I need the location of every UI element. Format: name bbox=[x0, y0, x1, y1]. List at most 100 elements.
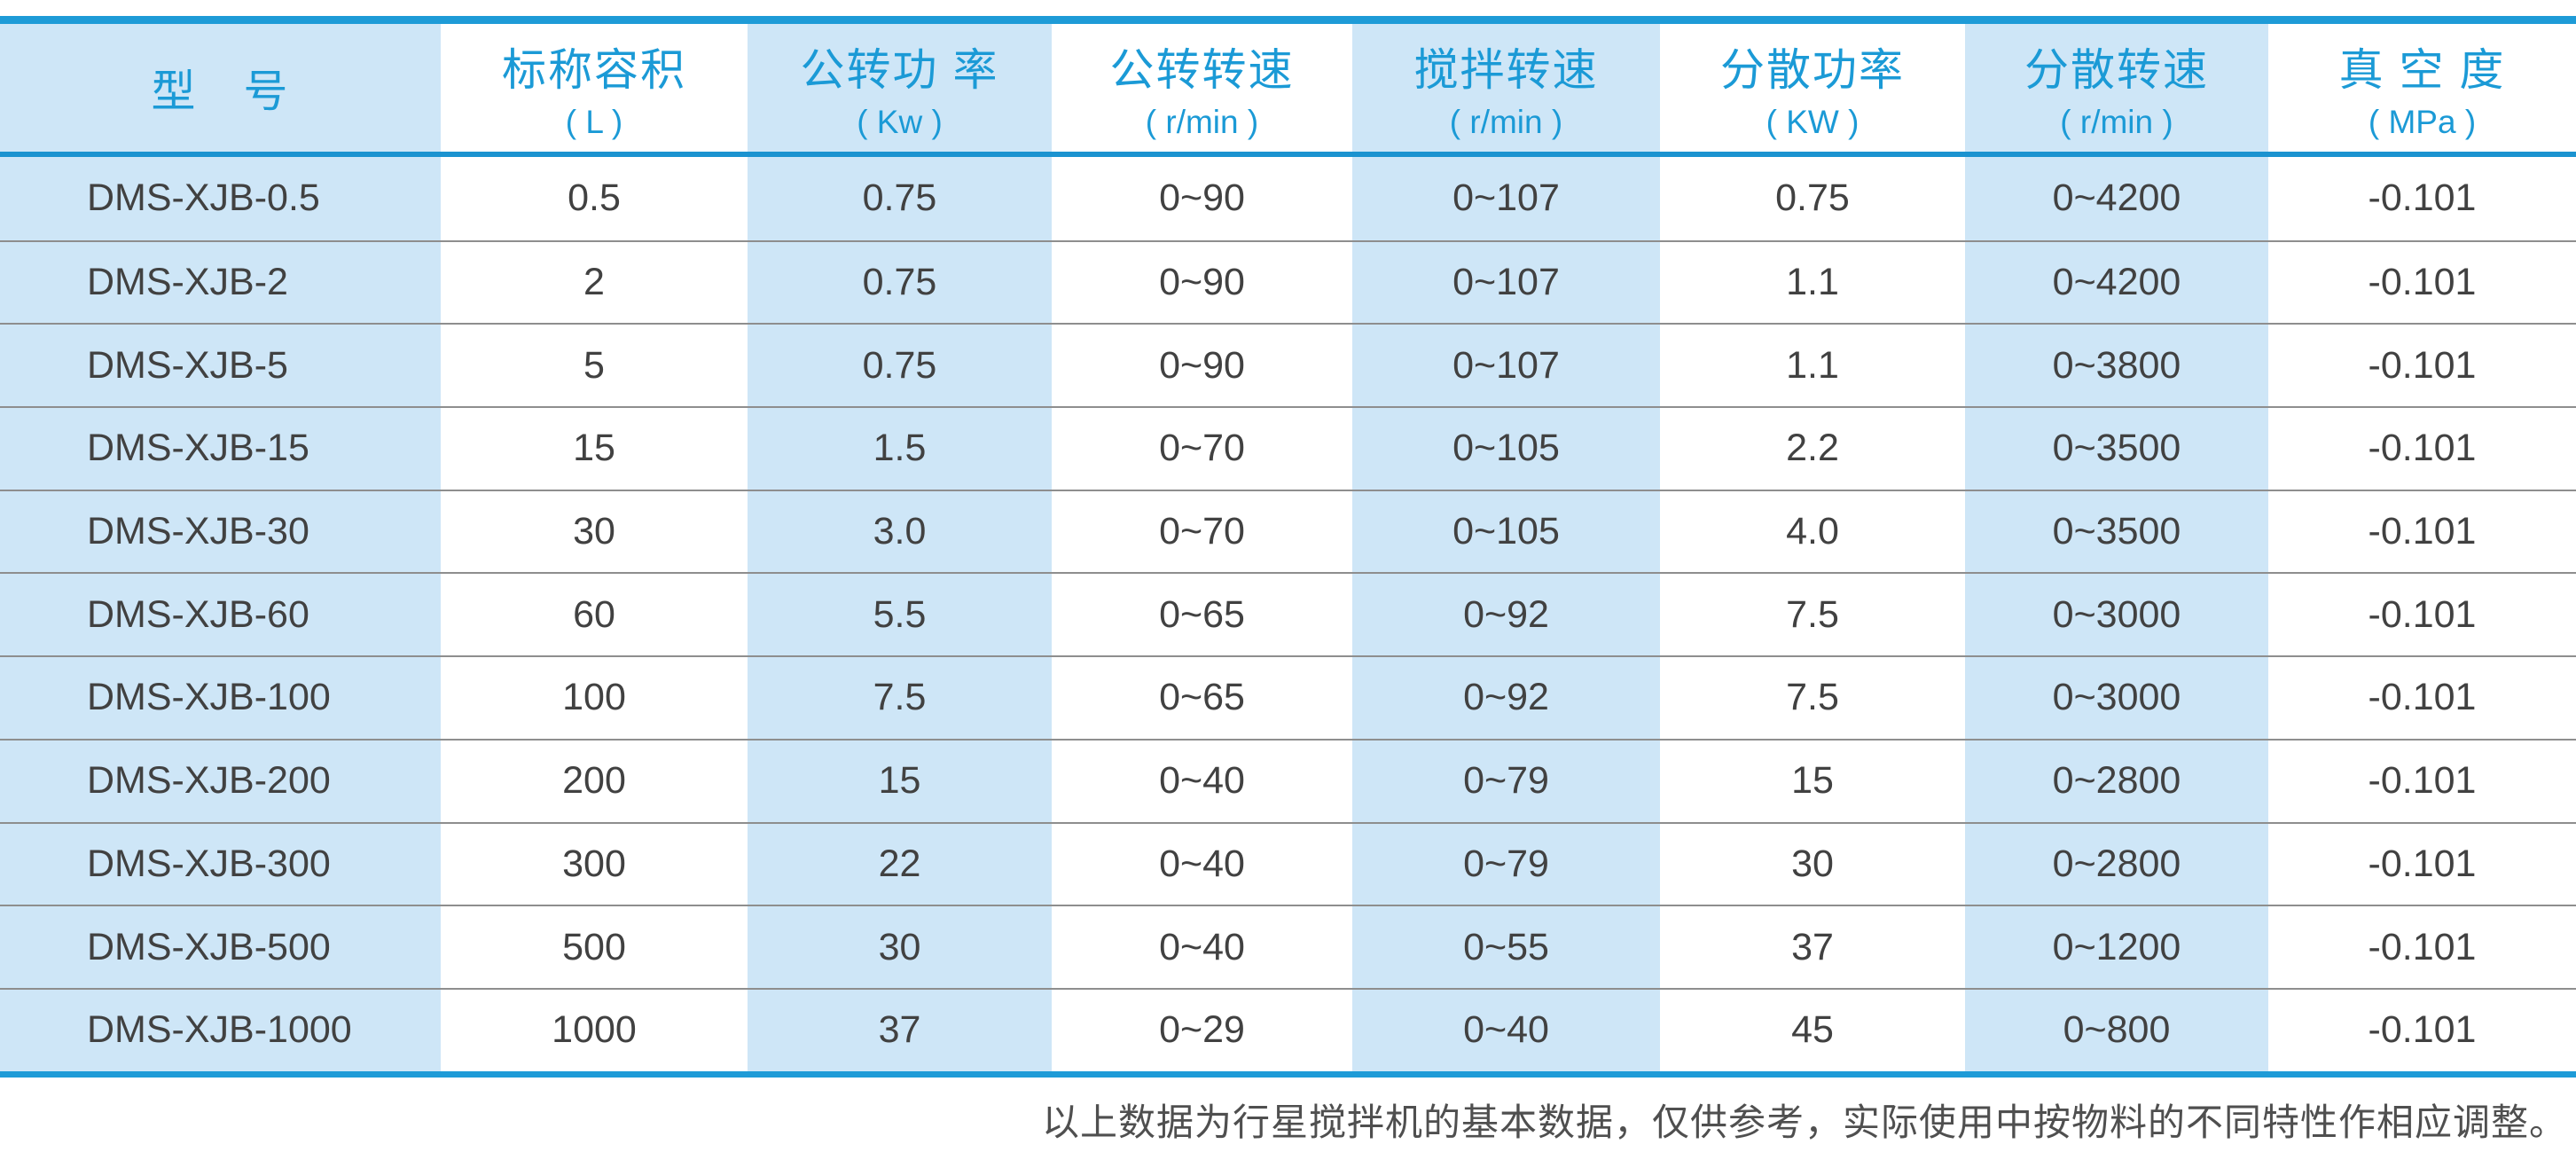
value-cell: 0~3800 bbox=[1965, 325, 2268, 407]
value-cell: 500 bbox=[562, 925, 626, 968]
table-header-rule bbox=[0, 152, 2576, 157]
table-row: DMS-XJB-0.5 0.5 0.75 0~90 0~107 0.75 0~4200 -0.… bbox=[0, 157, 2576, 240]
value-cell: 0~65 bbox=[1159, 592, 1245, 636]
value-cell: 0~4200 bbox=[1965, 241, 2268, 324]
value-cell: 30 bbox=[748, 906, 1052, 988]
header-title: 型 号 bbox=[151, 67, 290, 116]
header-unit: ( r/min ) bbox=[1145, 104, 1259, 140]
header-title: 真 空 度 bbox=[2338, 45, 2506, 95]
value-cell: -0.101 bbox=[2368, 925, 2477, 968]
value-cell: 0~1200 bbox=[1965, 906, 2268, 988]
table-row: DMS-XJB-2 2 0.75 0~90 0~107 1.1 0~4200 -0.101 bbox=[0, 239, 2576, 324]
model-cell: DMS-XJB-100 bbox=[0, 657, 441, 739]
model-cell: DMS-XJB-60 bbox=[0, 574, 441, 656]
value-cell: 7.5 bbox=[1786, 676, 1839, 719]
value-cell: 15 bbox=[748, 740, 1052, 822]
value-cell: 37 bbox=[1791, 925, 1834, 968]
header-cell-model: 型 号 bbox=[0, 24, 441, 152]
value-cell: 0~2800 bbox=[1965, 740, 2268, 822]
model-cell: DMS-XJB-0.5 bbox=[0, 157, 441, 240]
value-cell: 0~40 bbox=[1159, 842, 1245, 885]
header-title: 标称容积 bbox=[502, 45, 686, 95]
value-cell: 15 bbox=[573, 427, 615, 470]
value-cell: 0~90 bbox=[1159, 343, 1245, 387]
value-cell: 15 bbox=[1791, 759, 1834, 803]
model-cell: DMS-XJB-500 bbox=[0, 906, 441, 988]
header-cell-dispersion-speed: 分散转速 ( r/min ) bbox=[1965, 24, 2268, 152]
header-cell-capacity: 标称容积 ( L ) bbox=[441, 24, 748, 152]
table-bottom-rule bbox=[0, 1071, 2576, 1078]
model-cell: DMS-XJB-200 bbox=[0, 740, 441, 822]
table-header-row: 型 号 标称容积 ( L ) 公转功 率 ( Kw ) 公转转速 ( r/min… bbox=[0, 24, 2576, 152]
value-cell: 0.5 bbox=[568, 176, 621, 220]
model-cell: DMS-XJB-300 bbox=[0, 823, 441, 905]
value-cell: 1.5 bbox=[748, 408, 1052, 490]
value-cell: 37 bbox=[748, 989, 1052, 1071]
value-cell: -0.101 bbox=[2368, 842, 2477, 885]
value-cell: 200 bbox=[562, 759, 626, 803]
value-cell: 0~105 bbox=[1352, 490, 1660, 573]
value-cell: 2 bbox=[583, 261, 605, 304]
header-title: 公转功 率 bbox=[800, 45, 999, 95]
model-cell: DMS-XJB-1000 bbox=[0, 989, 441, 1071]
header-title: 公转转速 bbox=[1109, 45, 1295, 95]
table-top-rule bbox=[0, 16, 2576, 24]
header-title: 分散功率 bbox=[1720, 45, 1905, 95]
value-cell: 0~40 bbox=[1352, 989, 1660, 1071]
value-cell: 5 bbox=[583, 343, 605, 387]
value-cell: 0~70 bbox=[1159, 427, 1245, 470]
header-cell-dispersion-power: 分散功率 ( KW ) bbox=[1660, 24, 1965, 152]
header-unit: ( MPa ) bbox=[2368, 104, 2477, 140]
value-cell: 45 bbox=[1791, 1008, 1834, 1052]
value-cell: 0~70 bbox=[1159, 510, 1245, 553]
value-cell: 0~90 bbox=[1159, 261, 1245, 304]
header-cell-vacuum: 真 空 度 ( MPa ) bbox=[2268, 24, 2576, 152]
value-cell: 0~79 bbox=[1352, 740, 1660, 822]
value-cell: 0~79 bbox=[1352, 823, 1660, 905]
value-cell: 0.75 bbox=[748, 241, 1052, 324]
value-cell: 0~107 bbox=[1352, 157, 1660, 240]
header-unit: ( KW ) bbox=[1766, 104, 1860, 140]
table-row: DMS-XJB-500 500 30 0~40 0~55 37 0~1200 -0.101 bbox=[0, 905, 2576, 988]
value-cell: 0~55 bbox=[1352, 906, 1660, 988]
value-cell: 1.1 bbox=[1786, 343, 1839, 387]
value-cell: -0.101 bbox=[2368, 261, 2477, 304]
table-row: DMS-XJB-100 100 7.5 0~65 0~92 7.5 0~3000 -0.101 bbox=[0, 655, 2576, 739]
value-cell: 0~2800 bbox=[1965, 823, 2268, 905]
value-cell: 0~107 bbox=[1352, 241, 1660, 324]
table-row: DMS-XJB-60 60 5.5 0~65 0~92 7.5 0~3000 -0.101 bbox=[0, 572, 2576, 656]
value-cell: 0~92 bbox=[1352, 657, 1660, 739]
value-cell: -0.101 bbox=[2368, 759, 2477, 803]
value-cell: 7.5 bbox=[748, 657, 1052, 739]
header-unit: ( r/min ) bbox=[1449, 104, 1563, 140]
header-unit: ( L ) bbox=[565, 104, 623, 140]
spec-table: 型 号 标称容积 ( L ) 公转功 率 ( Kw ) 公转转速 ( r/min… bbox=[0, 16, 2576, 1078]
model-cell: DMS-XJB-15 bbox=[0, 408, 441, 490]
value-cell: 0~65 bbox=[1159, 676, 1245, 719]
model-cell: DMS-XJB-5 bbox=[0, 325, 441, 407]
value-cell: -0.101 bbox=[2368, 1008, 2477, 1052]
value-cell: 0~107 bbox=[1352, 325, 1660, 407]
value-cell: 1000 bbox=[552, 1008, 637, 1052]
value-cell: -0.101 bbox=[2368, 427, 2477, 470]
header-title: 搅拌转速 bbox=[1413, 45, 1599, 95]
header-title: 分散转速 bbox=[2024, 45, 2209, 95]
value-cell: 2.2 bbox=[1786, 427, 1839, 470]
table-row: DMS-XJB-200 200 15 0~40 0~79 15 0~2800 -0.101 bbox=[0, 738, 2576, 822]
header-cell-stir-speed: 搅拌转速 ( r/min ) bbox=[1352, 24, 1660, 152]
value-cell: 5.5 bbox=[748, 574, 1052, 656]
value-cell: 0~4200 bbox=[1965, 157, 2268, 240]
value-cell: 0~3000 bbox=[1965, 657, 2268, 739]
table-row: DMS-XJB-15 15 1.5 0~70 0~105 2.2 0~3500 -0.101 bbox=[0, 406, 2576, 490]
model-cell: DMS-XJB-30 bbox=[0, 490, 441, 573]
value-cell: 0~40 bbox=[1159, 759, 1245, 803]
value-cell: 0~800 bbox=[1965, 989, 2268, 1071]
header-cell-revolution-power: 公转功 率 ( Kw ) bbox=[748, 24, 1052, 152]
value-cell: -0.101 bbox=[2368, 510, 2477, 553]
value-cell: -0.101 bbox=[2368, 343, 2477, 387]
table-body: DMS-XJB-0.5 0.5 0.75 0~90 0~107 0.75 0~4200 -0.… bbox=[0, 157, 2576, 1071]
table-row: DMS-XJB-5 5 0.75 0~90 0~107 1.1 0~3800 -0.101 bbox=[0, 323, 2576, 407]
value-cell: 300 bbox=[562, 842, 626, 885]
table-row: DMS-XJB-300 300 22 0~40 0~79 30 0~2800 -0.101 bbox=[0, 821, 2576, 905]
